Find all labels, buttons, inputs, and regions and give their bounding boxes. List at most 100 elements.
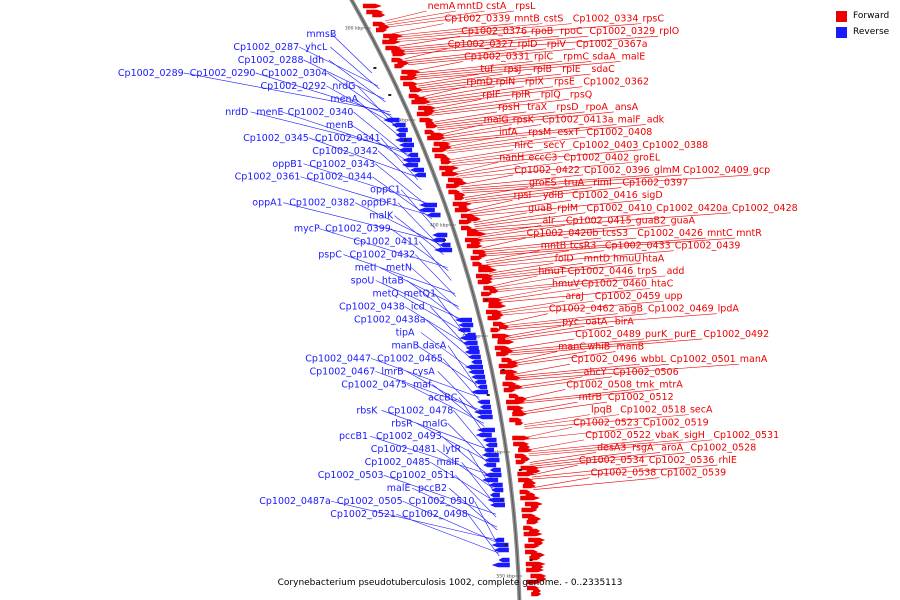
- reverse-gene-label: metN: [386, 263, 412, 274]
- reverse-leader-line: [474, 500, 499, 547]
- reverse-leader-line: [441, 436, 493, 479]
- reverse-gene-arrow: [413, 172, 426, 178]
- reverse-leader-line: [402, 500, 499, 544]
- reverse-leader-line: [381, 410, 489, 450]
- forward-gene-label: Cp1002_0489: [575, 329, 641, 340]
- reverse-gene-label: Cp1002_0341: [315, 133, 381, 144]
- forward-leader-line: [396, 23, 642, 42]
- reverse-gene-arrow: [491, 562, 510, 568]
- reverse-gene-label: pspC: [318, 250, 342, 261]
- reverse-leader-line: [318, 228, 448, 268]
- forward-gene-label: htaC: [651, 279, 674, 290]
- forward-gene-label: alr: [542, 215, 554, 226]
- forward-leader-line: [454, 162, 499, 173]
- reverse-leader-line: [395, 513, 500, 554]
- forward-gene-label: Cp1002_0376: [461, 26, 527, 37]
- forward-gene-label: Cp1002_0519: [643, 417, 709, 428]
- forward-swatch: [836, 10, 847, 22]
- forward-leader-line: [514, 363, 571, 375]
- gene-marker: [404, 139, 407, 141]
- forward-leader-line: [486, 250, 604, 265]
- forward-leader-line: [512, 351, 616, 366]
- forward-leader-line: [429, 98, 511, 112]
- forward-leader-line: [522, 401, 607, 415]
- reverse-gene-label: Cp1002_0345: [243, 133, 309, 144]
- forward-gene-label: Cp1002_0531: [713, 430, 779, 441]
- reverse-gene-label: Cp1002_0511: [390, 470, 456, 481]
- legend-reverse: Reverse: [836, 24, 889, 40]
- forward-gene-arrow: [515, 420, 524, 426]
- forward-gene-arrow: [477, 279, 493, 285]
- forward-gene-label: tcsS3: [602, 228, 628, 239]
- forward-leader-line: [434, 111, 498, 123]
- forward-gene-label: mntC: [707, 228, 733, 239]
- reverse-gene-label: htaB: [382, 276, 404, 287]
- forward-gene-label: rplN: [496, 77, 516, 88]
- forward-gene-arrow: [515, 459, 526, 465]
- reverse-gene-arrow: [418, 207, 435, 213]
- forward-gene-label: rpoC: [560, 26, 583, 37]
- forward-leader-line: [475, 212, 656, 230]
- forward-leader-line: [519, 389, 636, 402]
- forward-gene-arrow: [432, 147, 448, 153]
- forward-gene-arrow: [441, 171, 460, 177]
- forward-gene-label: malE: [622, 51, 646, 62]
- forward-gene-label: rpsH: [498, 102, 520, 113]
- forward-leader-line: [511, 351, 558, 362]
- forward-leader-line: [431, 98, 569, 116]
- reverse-leader-line: [250, 111, 407, 152]
- reverse-gene-arrow: [473, 409, 492, 415]
- forward-gene-label: Cp1002_0426: [637, 228, 703, 239]
- forward-gene-arrow: [517, 471, 535, 477]
- forward-leader-line: [530, 452, 632, 465]
- reverse-gene-arrow: [464, 349, 480, 355]
- forward-gene-arrow: [470, 255, 483, 261]
- reverse-gene-arrow: [498, 557, 510, 563]
- forward-gene-arrow: [534, 540, 544, 546]
- forward-gene-label: mntR: [736, 228, 762, 239]
- forward-leader-line: [450, 149, 543, 163]
- reverse-leader-line: [415, 254, 457, 297]
- reverse-gene-label: Cp1002_0510: [409, 496, 475, 507]
- forward-gene-arrow: [464, 237, 483, 243]
- forward-leader-line: [487, 250, 674, 267]
- reverse-gene-label: nrdG: [332, 81, 355, 92]
- reverse-leader-line: [330, 500, 499, 541]
- reverse-leader-line: [377, 150, 422, 191]
- forward-leader-line: [489, 262, 554, 274]
- tick-label: 500 kbp: [484, 450, 502, 456]
- reverse-leader-line: [308, 137, 417, 178]
- forward-gene-arrow: [531, 591, 542, 597]
- reverse-leader-line: [303, 163, 427, 204]
- forward-leader-line: [447, 136, 586, 154]
- reverse-leader-line: [283, 202, 440, 242]
- forward-gene-label: rpoB: [531, 26, 553, 37]
- reverse-gene-label: Cp1002_0287: [233, 42, 299, 53]
- forward-gene-arrow: [530, 504, 539, 510]
- reverse-gene-label: menA: [330, 94, 358, 105]
- forward-leader-line: [452, 149, 642, 167]
- forward-gene-label: aroA: [661, 442, 683, 453]
- forward-leader-line: [499, 300, 565, 312]
- forward-leader-line: [494, 275, 666, 293]
- forward-gene-arrow: [503, 387, 516, 393]
- forward-gene-label: Cp1002_0403: [573, 140, 639, 151]
- forward-gene-label: mntB: [514, 14, 540, 25]
- reverse-gene-label: malF: [436, 457, 459, 468]
- reverse-gene-arrow: [419, 202, 438, 208]
- forward-leader-line: [444, 136, 499, 148]
- reverse-gene-label: Cp1002_0521: [330, 509, 396, 520]
- reverse-gene-arrow: [494, 537, 505, 543]
- forward-leader-line: [515, 363, 739, 381]
- forward-gene-arrow: [505, 375, 522, 381]
- reverse-leader-line: [303, 59, 385, 100]
- forward-leader-line: [398, 35, 461, 47]
- forward-leader-line: [530, 452, 661, 467]
- forward-gene-arrow: [491, 333, 511, 339]
- forward-leader-line: [435, 111, 556, 127]
- reverse-gene-arrow: [474, 379, 487, 385]
- forward-gene-label: rplR: [512, 89, 532, 100]
- forward-gene-label: rpmD: [466, 77, 493, 88]
- reverse-leader-line: [331, 33, 373, 74]
- forward-leader-line: [512, 351, 587, 364]
